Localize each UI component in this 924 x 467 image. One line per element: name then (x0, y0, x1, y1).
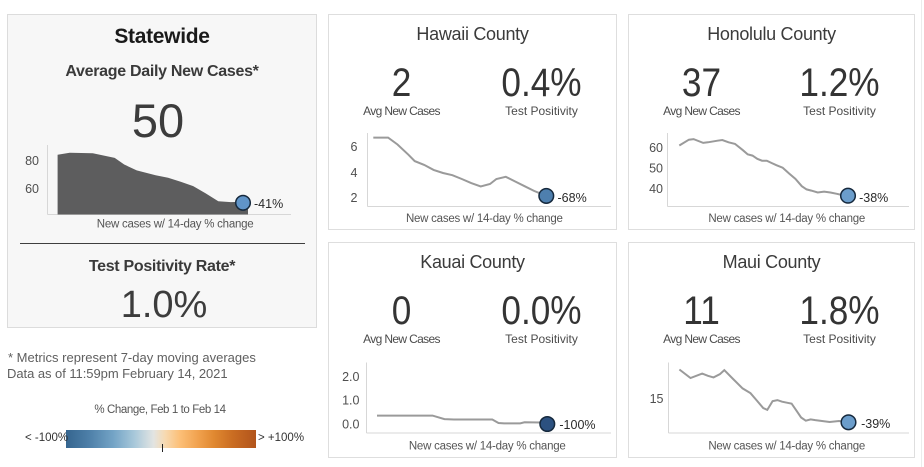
svg-text:New cases w/ 14-day % change: New cases w/ 14-day % change (708, 441, 865, 453)
svg-text:New cases w/ 14-day % change: New cases w/ 14-day % change (97, 218, 254, 230)
svg-text:15: 15 (650, 392, 664, 406)
svg-text:New cases w/ 14-day % change: New cases w/ 14-day % change (708, 213, 865, 225)
svg-text:60: 60 (649, 141, 663, 155)
svg-text:40: 40 (649, 182, 663, 196)
svg-text:-38%: -38% (859, 191, 888, 205)
svg-text:2.0: 2.0 (342, 370, 359, 384)
svg-text:2: 2 (350, 191, 357, 205)
svg-text:-41%: -41% (254, 197, 283, 211)
svg-text:80: 80 (25, 154, 39, 168)
svg-text:New cases w/ 14-day % change: New cases w/ 14-day % change (406, 213, 563, 225)
svg-text:-100%: -100% (559, 418, 595, 432)
svg-text:0.0: 0.0 (342, 417, 359, 431)
svg-text:4: 4 (350, 166, 357, 180)
svg-text:-68%: -68% (558, 191, 587, 205)
svg-text:6: 6 (350, 140, 357, 154)
svg-text:1.0: 1.0 (342, 393, 359, 407)
svg-text:-39%: -39% (861, 417, 890, 431)
svg-text:60: 60 (25, 182, 39, 196)
svg-text:New cases w/ 14-day % change: New cases w/ 14-day % change (409, 441, 566, 453)
svg-text:50: 50 (649, 161, 663, 175)
